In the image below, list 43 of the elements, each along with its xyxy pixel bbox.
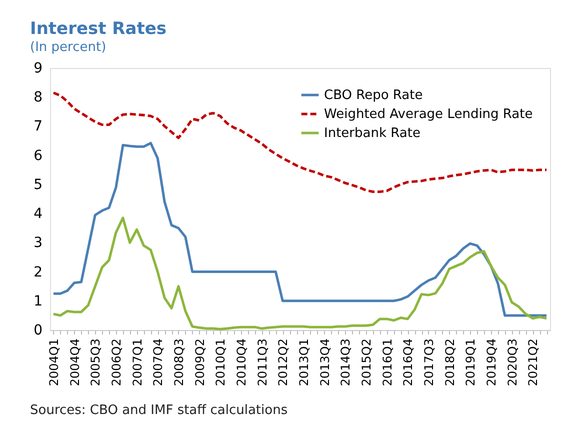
- x-tick-label: 2012Q2: [276, 338, 290, 386]
- x-tick-label: 2007Q4: [151, 338, 166, 386]
- y-tick-label: 5: [34, 176, 42, 193]
- x-tick-label: 2010Q4: [234, 338, 248, 386]
- line-series: [52, 216, 548, 330]
- line-series: [52, 91, 548, 193]
- legend-label: Weighted Average Lending Rate: [324, 107, 533, 122]
- legend-label: Interbank Rate: [324, 126, 420, 141]
- x-tick-label: 2009Q2: [192, 338, 207, 386]
- x-tick-label: 2006Q2: [109, 338, 124, 386]
- x-tick-label: 2013Q4: [318, 338, 332, 386]
- x-tick-label: 2016Q1: [380, 338, 394, 386]
- y-tick-label: 2: [34, 264, 42, 280]
- x-tick-label: 2019Q1: [464, 338, 478, 386]
- line-series: [52, 142, 548, 317]
- x-tick-label: 2017Q3: [422, 338, 436, 386]
- source-note: Sources: CBO and IMF staff calculations: [30, 403, 288, 418]
- y-tick-label: 3: [34, 235, 42, 252]
- x-tick-label: 2011Q3: [255, 338, 270, 386]
- y-tick-label: 6: [34, 148, 43, 164]
- legend-label: CBO Repo Rate: [324, 88, 423, 103]
- x-tick-label: 2021Q2: [526, 338, 540, 386]
- y-tick-label: 8: [34, 90, 42, 106]
- chart-subtitle: (In percent): [30, 40, 106, 55]
- x-tick-label: 2007Q1: [130, 338, 144, 386]
- chart-title: Interest Rates: [30, 19, 166, 39]
- y-tick-label: 7: [34, 118, 42, 135]
- x-tick-label: 2019Q4: [484, 338, 498, 386]
- x-tick-label: 2010Q1: [214, 338, 228, 386]
- x-tick-label: 2014Q3: [338, 338, 353, 386]
- x-tick-label: 2018Q2: [442, 338, 457, 386]
- x-tick-label: 2004Q4: [68, 338, 82, 386]
- x-tick-label: 2013Q1: [296, 338, 311, 386]
- y-tick-label: 4: [34, 206, 43, 222]
- x-tick-label: 2004Q1: [46, 338, 61, 386]
- x-tick-label: 2020Q3: [505, 338, 520, 386]
- x-tick-label: 2005Q3: [88, 338, 103, 386]
- y-tick-label: 1: [34, 293, 42, 310]
- x-tick-label: 2008Q3: [172, 338, 186, 386]
- x-tick-label: 2016Q4: [401, 338, 416, 386]
- x-tick-label: 2015Q2: [359, 338, 374, 386]
- y-tick-label: 0: [34, 322, 42, 338]
- y-tick-label: 9: [34, 60, 42, 76]
